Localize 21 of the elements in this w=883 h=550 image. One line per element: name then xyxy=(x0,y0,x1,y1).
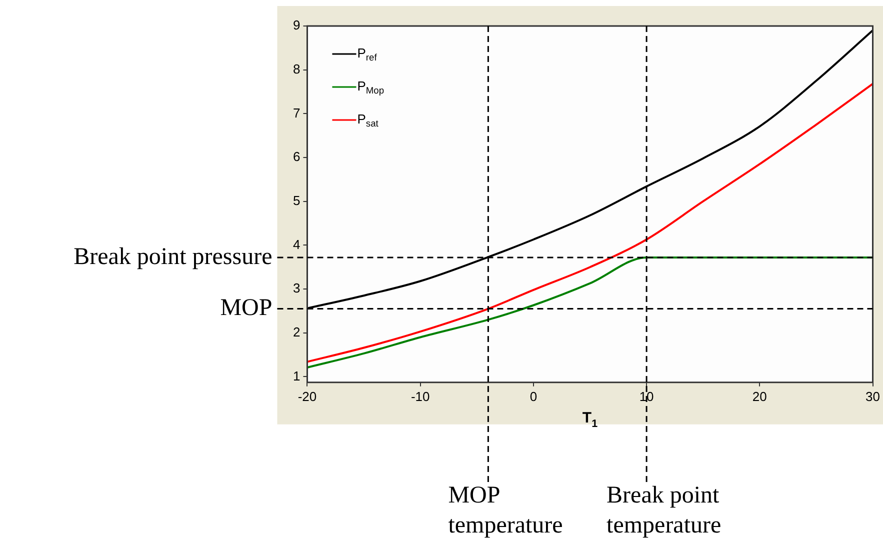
x-tick-label: -20 xyxy=(298,388,317,404)
line-series xyxy=(307,82,873,363)
x-tick-label: 0 xyxy=(530,388,538,404)
y-tick-label: 3 xyxy=(292,280,300,296)
ref-line-label: Break point temperature xyxy=(606,482,722,538)
y-tick-label: 8 xyxy=(292,61,300,76)
y-tick-label: 6 xyxy=(292,149,300,164)
y-tick-label: 9 xyxy=(292,18,300,33)
ref-line-label: MOP temperature xyxy=(448,482,563,538)
x-tick-label: 20 xyxy=(752,388,767,404)
x-tick-label: 30 xyxy=(866,388,880,404)
line-series xyxy=(307,256,873,368)
x-tick-label: -10 xyxy=(410,388,430,404)
y-tick-label: 2 xyxy=(292,324,300,340)
ref-line-label: Break point pressure xyxy=(74,244,272,270)
y-tick-label: 5 xyxy=(292,192,300,208)
y-tick-label: 7 xyxy=(292,105,300,120)
y-tick-label: 1 xyxy=(292,368,300,384)
ref-line-label: MOP xyxy=(220,295,272,322)
y-tick-label: 4 xyxy=(292,236,300,252)
x-tick-label: 10 xyxy=(639,388,654,404)
